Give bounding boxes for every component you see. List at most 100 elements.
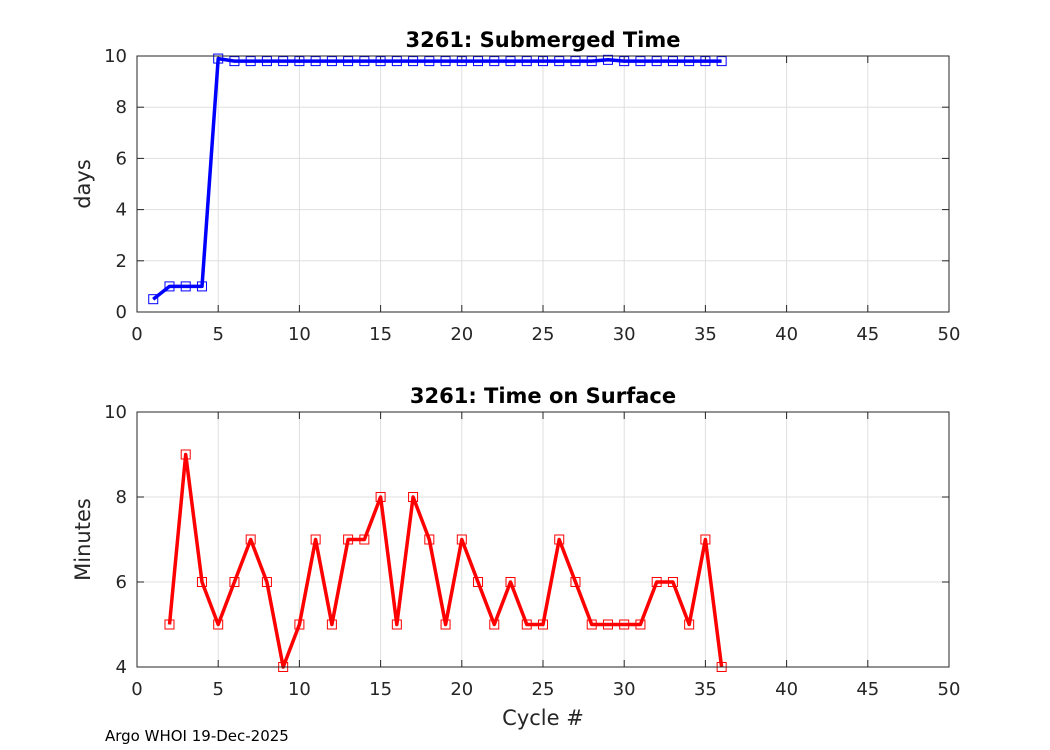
chart-1-data-point bbox=[456, 534, 467, 545]
chart-1-data-point bbox=[619, 619, 630, 630]
chart-0-x-tick-label: 15 bbox=[369, 324, 392, 345]
chart-0-data-point bbox=[213, 53, 224, 64]
chart-1-data-point bbox=[180, 449, 191, 460]
chart-0-data-point bbox=[456, 56, 467, 67]
chart-0-x-tick-label: 0 bbox=[131, 324, 142, 345]
chart-1-y-axis-label: Minutes bbox=[71, 498, 95, 581]
chart-1-x-tick-label: 45 bbox=[856, 679, 879, 700]
chart-1-x-tick-label: 5 bbox=[212, 679, 223, 700]
chart-1-x-tick-label: 0 bbox=[131, 679, 142, 700]
chart-0-data-point bbox=[538, 56, 548, 67]
chart-0-data-point bbox=[310, 56, 321, 67]
chart-0-y-axis-label: days bbox=[71, 159, 95, 209]
chart-1-x-tick-label: 10 bbox=[288, 679, 311, 700]
chart-1-data-point bbox=[245, 534, 256, 545]
chart-1-y-tick-label: 6 bbox=[116, 572, 127, 593]
chart-0-y-tick-label: 6 bbox=[116, 148, 127, 169]
chart-0-y-tick-label: 2 bbox=[116, 251, 127, 272]
chart-1-data-point bbox=[570, 577, 581, 587]
chart-1-data-point bbox=[391, 619, 402, 630]
chart-1-data-point bbox=[440, 619, 451, 630]
chart-1-data-point bbox=[684, 619, 695, 630]
chart-0-x-tick-label: 25 bbox=[532, 324, 555, 345]
chart-1-series-line bbox=[167, 452, 724, 669]
chart-0-x-tick-label: 35 bbox=[694, 324, 717, 345]
chart-1-data-point bbox=[408, 492, 419, 502]
chart-1-data-point bbox=[213, 619, 224, 630]
chart-1-data-point bbox=[473, 577, 484, 587]
chart-1-data-point bbox=[343, 534, 354, 545]
chart-1-data-point bbox=[651, 577, 662, 587]
chart-1-data-point bbox=[326, 619, 337, 630]
chart-0-data-point bbox=[440, 56, 451, 67]
chart-1-data-point bbox=[602, 619, 613, 630]
chart-0-series-line bbox=[152, 56, 722, 301]
chart-1-data-point bbox=[700, 534, 711, 545]
chart-1-data-point bbox=[164, 619, 175, 630]
chart-1-x-axis-label: Cycle # bbox=[502, 706, 584, 730]
chart-1-frame bbox=[136, 411, 950, 668]
chart-0-data-point bbox=[326, 56, 337, 67]
chart-0-data-point bbox=[619, 56, 630, 67]
submerged-time-plot: 0 5 10 15 20 25 30 35 40 45 50 0 2 4 6 8 10 3261: Submerg… bbox=[71, 28, 960, 345]
chart-0-data-point bbox=[229, 56, 240, 67]
chart-1-data-point bbox=[489, 619, 500, 630]
footer-text: Argo WHOI 19-Dec-2025 bbox=[105, 727, 289, 745]
surface-time-plot: 0 5 10 15 20 25 30 35 40 45 50 4 6 8 10 3261: Time on S… bbox=[71, 384, 960, 730]
chart-1-data-point bbox=[554, 534, 565, 545]
chart-0-frame bbox=[136, 55, 950, 313]
chart-0-x-tick-label: 20 bbox=[450, 324, 473, 345]
chart-0-data-point bbox=[245, 56, 256, 67]
chart-0-data-point bbox=[554, 56, 565, 67]
chart-1-data-point bbox=[505, 577, 516, 587]
chart-0-data-point bbox=[700, 56, 711, 67]
chart-1-data-point bbox=[635, 619, 646, 630]
chart-1-data-point bbox=[310, 534, 321, 545]
chart-0-y-tick-label: 4 bbox=[116, 200, 127, 221]
chart-0-data-point bbox=[375, 56, 386, 67]
chart-0-data-point bbox=[635, 56, 646, 67]
chart-1-data-point bbox=[375, 492, 386, 502]
chart-1-y-tick-label: 4 bbox=[116, 657, 127, 678]
chart-1-y-tick-label: 10 bbox=[104, 402, 127, 423]
chart-0-y-tick-label: 8 bbox=[116, 97, 127, 118]
chart-0-data-point bbox=[424, 56, 435, 67]
chart-0-data-point bbox=[343, 56, 354, 67]
chart-0-data-point bbox=[667, 56, 678, 67]
chart-0-y-tick-label: 10 bbox=[104, 46, 127, 67]
chart-0-x-tick-label: 40 bbox=[775, 324, 798, 345]
chart-1-x-tick-label: 30 bbox=[613, 679, 636, 700]
chart-1-x-tick-label: 50 bbox=[938, 679, 961, 700]
chart-1-data-point bbox=[359, 534, 370, 545]
chart-1-data-point bbox=[424, 534, 435, 545]
chart-1-data-point bbox=[294, 619, 305, 630]
chart-0-data-point bbox=[602, 54, 613, 65]
chart-1-data-point bbox=[667, 577, 678, 587]
chart-0-data-point bbox=[164, 281, 175, 292]
chart-0-data-point bbox=[570, 56, 581, 67]
chart-1-y-tick-label: 8 bbox=[116, 487, 127, 508]
chart-0-data-point bbox=[505, 56, 516, 67]
chart-0-x-tick-label: 45 bbox=[856, 324, 879, 345]
chart-1-title: 3261: Time on Surface bbox=[410, 384, 676, 408]
chart-0-title: 3261: Submerged Time bbox=[405, 28, 680, 52]
chart-0-data-point bbox=[473, 56, 484, 67]
chart-1-data-point bbox=[586, 619, 597, 630]
chart-0-x-tick-label: 50 bbox=[938, 324, 961, 345]
chart-0-data-point bbox=[521, 56, 532, 67]
chart-0-data-point bbox=[294, 56, 305, 67]
chart-0-data-point bbox=[261, 56, 272, 67]
chart-0-data-point bbox=[148, 294, 159, 305]
chart-0-data-point bbox=[359, 56, 370, 67]
chart-0-data-point bbox=[196, 281, 207, 292]
chart-0-data-point bbox=[651, 56, 662, 67]
chart-0-data-point bbox=[391, 56, 402, 67]
chart-0-data-point bbox=[278, 56, 289, 67]
chart-0-data-point bbox=[408, 56, 419, 67]
chart-1-data-point bbox=[196, 577, 207, 587]
chart-0-x-tick-label: 10 bbox=[288, 324, 311, 345]
chart-1-x-tick-label: 40 bbox=[775, 679, 798, 700]
chart-0-data-point bbox=[586, 56, 597, 67]
chart-1-x-tick-label: 20 bbox=[450, 679, 473, 700]
